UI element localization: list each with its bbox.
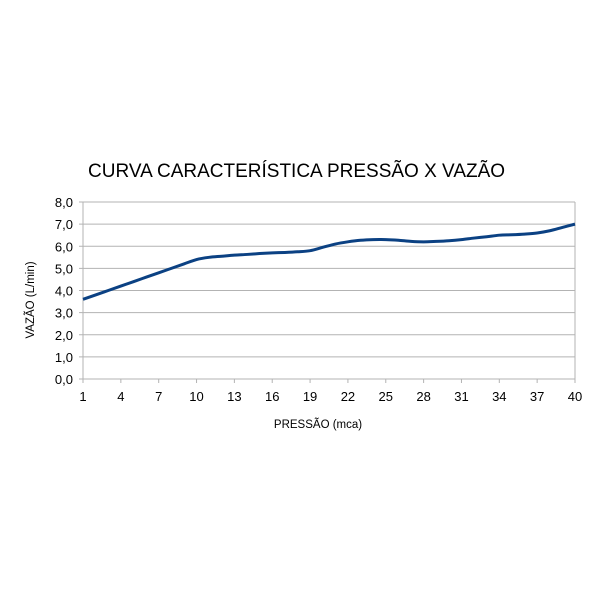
x-tick-label: 25 xyxy=(379,389,393,404)
data-points xyxy=(82,224,576,300)
series-line xyxy=(82,222,576,301)
x-tick-label: 16 xyxy=(265,389,279,404)
x-tick-label: 7 xyxy=(155,389,162,404)
x-tick-label: 28 xyxy=(416,389,430,404)
y-axis-label: VAZÃO (L/min) xyxy=(24,261,37,338)
x-tick-label: 40 xyxy=(568,389,582,404)
x-tick-label: 22 xyxy=(341,389,355,404)
y-tick-label: 4,0 xyxy=(55,284,73,299)
x-tick-label: 31 xyxy=(454,389,468,404)
x-tick-label: 13 xyxy=(227,389,241,404)
y-tick-label: 2,0 xyxy=(55,328,73,343)
y-tick-label: 3,0 xyxy=(55,306,73,321)
y-tick-label: 0,0 xyxy=(55,372,73,387)
y-tick-label: 1,0 xyxy=(55,350,73,365)
x-axis-label: PRESSÃO (mca) xyxy=(274,418,362,431)
chart-title: CURVA CARACTERÍSTICA PRESSÃO X VAZÃO xyxy=(88,160,505,182)
x-tick-label: 1 xyxy=(79,389,86,404)
x-tick-label: 34 xyxy=(492,389,506,404)
y-tick-label: 8,0 xyxy=(55,195,73,210)
x-tick-label: 10 xyxy=(189,389,203,404)
y-tick-label: 5,0 xyxy=(55,261,73,276)
x-tick-label: 37 xyxy=(530,389,544,404)
x-tick-label: 19 xyxy=(303,389,317,404)
x-tick-label: 4 xyxy=(117,389,124,404)
y-tick-label: 7,0 xyxy=(55,217,73,232)
y-tick-label: 6,0 xyxy=(55,239,73,254)
